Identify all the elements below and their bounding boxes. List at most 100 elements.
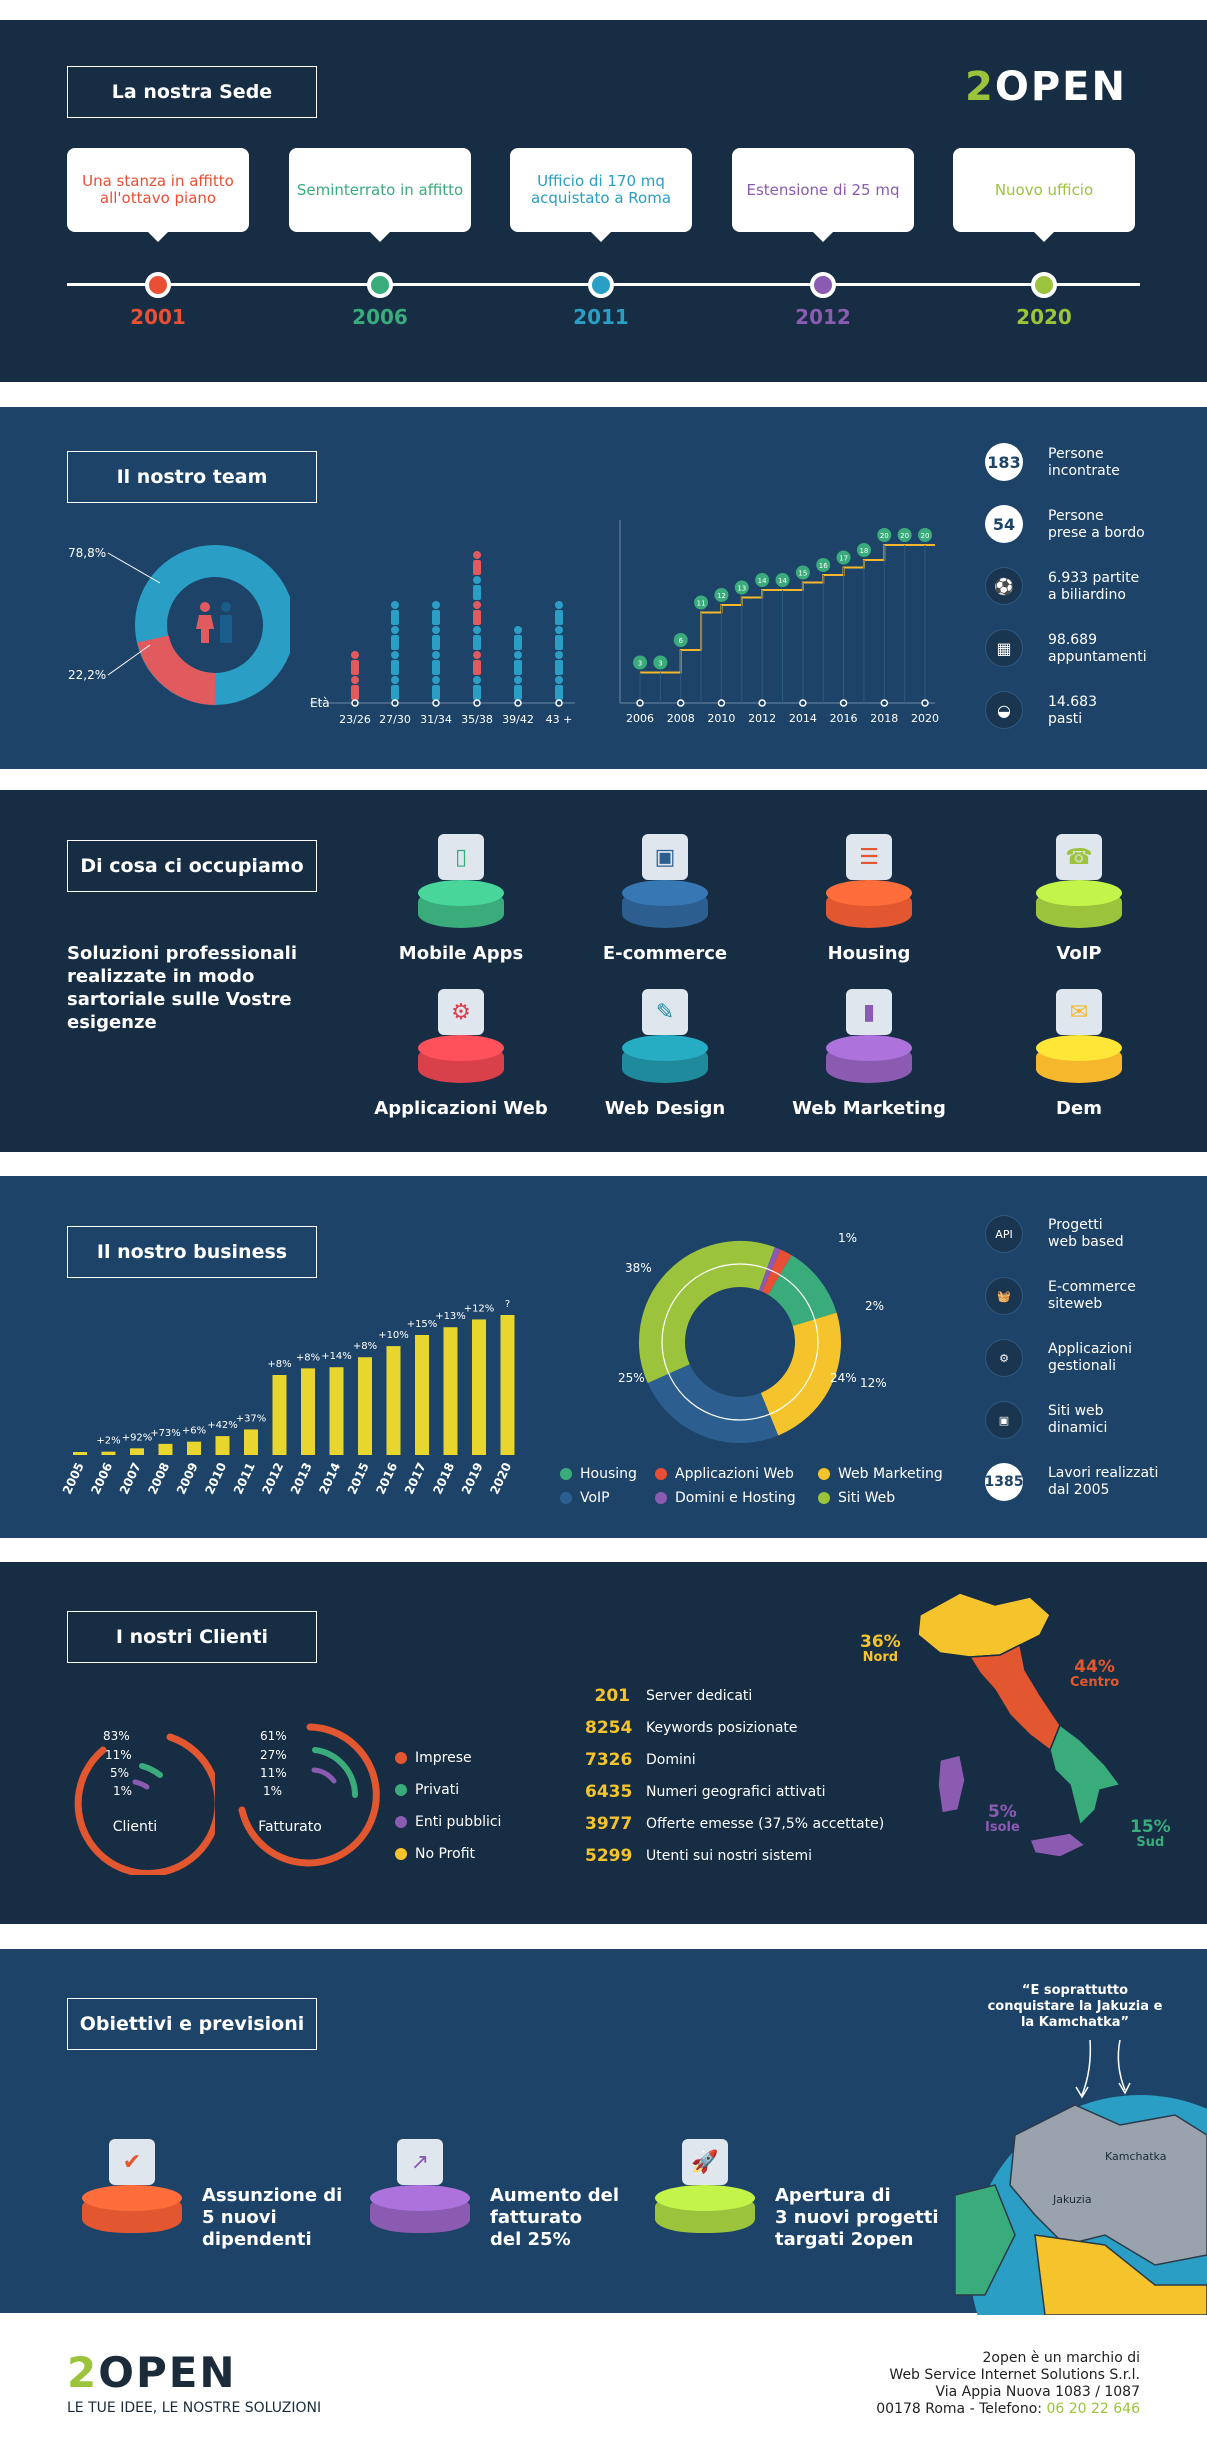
revenue-year-label: 2019 xyxy=(459,1460,486,1496)
quote-arrows xyxy=(1075,2039,1131,2099)
person-icon xyxy=(555,651,563,675)
revenue-year-label: 2011 xyxy=(231,1460,258,1496)
business-donut-chart: 38% 1% 2% 12%24% 25% xyxy=(618,1231,887,1443)
timeline-event-bubble: Estensione di 25 mq xyxy=(732,148,914,242)
stat-text: 6.933 partite a biliardino xyxy=(1048,570,1140,603)
person-icon xyxy=(432,651,440,675)
stat-text: Persone incontrate xyxy=(1048,446,1120,479)
revenue-bar-label: +8% xyxy=(296,1352,320,1363)
region-label: 44% Centro xyxy=(1070,1657,1120,1691)
growth-pin: 3 xyxy=(633,655,647,670)
growth-pin: 14 xyxy=(775,573,790,587)
business-legend-item: Web Marketing xyxy=(818,1466,943,1482)
person-icon xyxy=(391,651,399,675)
svg-text:16: 16 xyxy=(819,562,828,570)
business-legend-item: Domini e Hosting xyxy=(655,1490,796,1506)
service-tile: ⚙ xyxy=(418,989,504,1085)
service-tile: ▯ xyxy=(418,834,504,930)
revenue-bar xyxy=(101,1451,116,1455)
clients-stat-number: 3977 xyxy=(585,1814,633,1834)
age-axis-label: Età xyxy=(310,696,330,710)
donut-label-female: 22,2% xyxy=(68,668,106,682)
revenue-bar xyxy=(329,1367,344,1455)
growth-tick-dot xyxy=(636,699,644,707)
age-tick-label: 31/34 xyxy=(420,713,452,726)
growth-tick-label: 2018 xyxy=(870,712,898,725)
svg-text:18: 18 xyxy=(859,547,868,555)
footer-tagline: LE TUE IDEE, LE NOSTRE SOLUZIONI xyxy=(67,2400,322,2416)
growth-tick-dot xyxy=(921,699,929,707)
revenue-bar xyxy=(386,1346,401,1455)
donut-label-male: 78,8% xyxy=(68,546,106,560)
svg-text:11: 11 xyxy=(697,600,706,608)
goals-title: Obiettivi e previsioni xyxy=(67,1998,317,2050)
revenue-year-label: 2020 xyxy=(487,1460,514,1496)
business-donut-label: 38% xyxy=(625,1261,652,1275)
clients-stat-label: Numeri geografici attivati xyxy=(646,1784,826,1800)
goals-quote: “E soprattutto conquistare la Jakuzia e … xyxy=(987,1983,1163,2030)
age-distribution-chart: Età 23/26 27/30 31/34 35/38 39/42 43 + xyxy=(310,551,575,726)
clients-stat-row: 6435 Numeri geografici attivati xyxy=(585,1779,826,1805)
business-donut-slice xyxy=(767,1255,837,1327)
service-label: Applicazioni Web xyxy=(374,1098,548,1119)
revenue-year-label: 2018 xyxy=(430,1460,457,1496)
revenue-bar xyxy=(443,1327,458,1455)
clients-stat-number: 7326 xyxy=(585,1750,633,1770)
clients-title: I nostri Clienti xyxy=(67,1611,317,1663)
business-donut-label: 12% xyxy=(860,1376,887,1390)
screen-icon: ▣ xyxy=(985,1401,1023,1439)
business-donut-label: 1% xyxy=(838,1231,857,1245)
business-donut-slice xyxy=(639,1241,775,1384)
stat-text: 14.683 pasti xyxy=(1048,694,1097,727)
svg-text:3: 3 xyxy=(638,660,642,668)
goal-text: Assunzione di 5 nuovi dipendenti xyxy=(202,2185,343,2250)
growth-step-line xyxy=(640,544,935,674)
timeline-event-bubble: Ufficio di 170 mq acquistato a Roma xyxy=(510,148,692,242)
goal-tile: ↗ xyxy=(370,2139,470,2235)
person-icon xyxy=(351,651,359,675)
region-label: 36% Nord xyxy=(860,1632,901,1666)
revenue-year-label: 2005 xyxy=(60,1460,87,1496)
revenue-bar-label: +13% xyxy=(435,1311,466,1322)
age-tick-label: 35/38 xyxy=(461,713,493,726)
timeline-event-bubble: Nuovo ufficio xyxy=(953,148,1135,242)
sede-title: La nostra Sede xyxy=(67,66,317,118)
growth-tick-dot xyxy=(676,699,685,707)
growth-pin: 20 xyxy=(897,528,912,542)
growth-tick-label: 2008 xyxy=(667,712,695,725)
revenue-year-label: 2015 xyxy=(345,1460,372,1496)
clients-stat-label: Utenti sui nostri sistemi xyxy=(646,1848,812,1864)
stat-badge: 183 xyxy=(985,443,1023,481)
service-tile: ✉ xyxy=(1036,989,1122,1085)
revenue-year-label: 2014 xyxy=(316,1460,343,1496)
legend-swatch xyxy=(560,1492,572,1504)
business-item-text: Siti web dinamici xyxy=(1048,1403,1108,1436)
person-icon xyxy=(391,601,399,625)
person-icon xyxy=(514,651,522,675)
region-label: 15% Sud xyxy=(1130,1817,1171,1851)
clienti-ring-label: Clienti xyxy=(113,1819,157,1835)
revenue-bar xyxy=(244,1429,258,1455)
clients-stat-label: Server dedicati xyxy=(646,1688,753,1704)
svg-text:15: 15 xyxy=(798,570,807,578)
revenue-bar-label: +73% xyxy=(150,1428,181,1439)
growth-tick-label: 2010 xyxy=(707,712,735,725)
timeline-year: 2001 xyxy=(130,305,186,329)
clienti-ring-chart: 83% 11% 5% 1% Clienti xyxy=(74,1729,215,1875)
service-label: Web Design xyxy=(604,1098,726,1119)
svg-text:83%: 83% xyxy=(103,1729,130,1743)
revenue-bar xyxy=(130,1448,144,1455)
revenue-year-label: 2016 xyxy=(373,1460,400,1496)
meal-icon: ◒ xyxy=(985,691,1023,729)
clients-stat-number: 5299 xyxy=(585,1846,633,1866)
timeline-event-bubble: Una stanza in affitto all'ottavo piano xyxy=(67,148,249,242)
map-region-sardegna xyxy=(937,1754,966,1814)
services-title: Di cosa ci occupiamo xyxy=(67,840,317,892)
revenue-bar xyxy=(215,1436,230,1455)
person-icon xyxy=(473,551,481,575)
donut-female-arc xyxy=(137,634,216,705)
donut-inner-ring xyxy=(661,1263,819,1421)
revenue-year-label: 2009 xyxy=(174,1460,201,1496)
envelope-icon: ✉ xyxy=(1056,989,1102,1035)
